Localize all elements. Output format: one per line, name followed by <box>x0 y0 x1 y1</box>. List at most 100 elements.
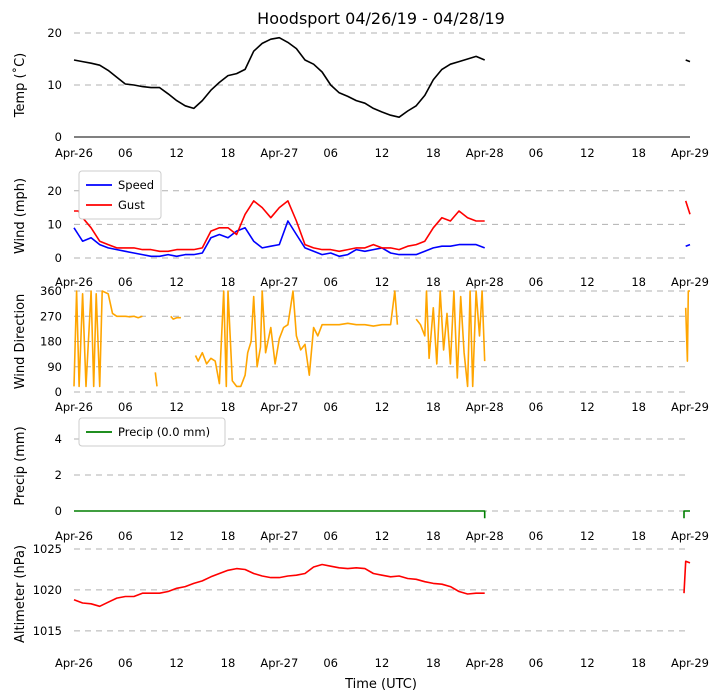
precip-panel: 0 2 4 Precip (mm) Apr-26 06 12 18 Apr-27 06 12 18 Ap… <box>13 417 709 543</box>
wind-panel: 0 10 20 Wind (mph) Apr-26 06 12 18 Apr-27 06 12 18 A… <box>13 170 709 289</box>
temp-xtick-label: 12 <box>169 146 184 160</box>
precip-xtick-label: 06 <box>118 529 133 543</box>
direction-series-line <box>684 290 690 362</box>
temp-y-axis-label: Temp (˚C) <box>12 53 28 119</box>
precip-xtick-label: Apr-27 <box>260 529 298 543</box>
altimeter-xtick-label: 12 <box>169 656 184 670</box>
altimeter-ytick-label: 1025 <box>33 542 62 556</box>
direction-xtick-label: 18 <box>426 400 441 414</box>
precip-ytick-label: 2 <box>55 468 62 482</box>
altimeter-xtick-label: Apr-28 <box>466 656 504 670</box>
temp-xtick-label: 06 <box>323 146 338 160</box>
altimeter-xtick-label: 18 <box>221 656 236 670</box>
temp-xtick-label: Apr-29 <box>671 146 709 160</box>
x-axis-label: Time (UTC) <box>344 677 417 692</box>
direction-series-line <box>170 315 181 320</box>
altimeter-xtick-label: 12 <box>580 656 595 670</box>
wind-xtick-label: 18 <box>631 275 646 289</box>
temp-xtick-label: 12 <box>580 146 595 160</box>
wind-xtick-label: Apr-26 <box>55 275 93 289</box>
direction-xtick-label: Apr-29 <box>671 400 709 414</box>
direction-y-axis-label: Wind Direction <box>13 294 28 390</box>
temp-xtick-label: Apr-26 <box>55 146 93 160</box>
precip-xtick-label: 06 <box>529 529 544 543</box>
wind-xtick-label: 06 <box>529 275 544 289</box>
wind-xtick-label: 12 <box>580 275 595 289</box>
direction-ytick-label: 360 <box>40 284 62 298</box>
temp-xtick-label: 18 <box>426 146 441 160</box>
precip-series-precip-0-0-mm- <box>74 510 486 519</box>
precip-xtick-label: 06 <box>323 529 338 543</box>
wind-series-speed <box>73 220 485 258</box>
altimeter-xtick-label: 06 <box>118 656 133 670</box>
precip-xtick-label: 18 <box>221 529 236 543</box>
altimeter-ytick-label: 1015 <box>33 624 62 638</box>
altimeter-series-line <box>73 563 485 608</box>
figure-title: Hoodsport 04/26/19 - 04/28/19 <box>257 9 505 28</box>
direction-series-line <box>415 290 486 388</box>
precip-xtick-label: Apr-29 <box>671 529 709 543</box>
temp-xtick-label: 06 <box>118 146 133 160</box>
wind-xtick-label: Apr-29 <box>671 275 709 289</box>
wind-xtick-label: 12 <box>169 275 184 289</box>
direction-xtick-label: 06 <box>118 400 133 414</box>
wind-legend-label: Gust <box>118 198 145 212</box>
altimeter-ytick-label: 1020 <box>33 583 62 597</box>
temp-series-line <box>73 36 486 118</box>
direction-series-line <box>154 372 158 387</box>
wind-y-axis-label: Wind (mph) <box>13 178 28 254</box>
temp-ytick-label: 20 <box>47 26 62 40</box>
temp-panel: 0 10 20 Temp (˚C) Apr-26 06 12 18 Apr-27 06 12 18 Ap… <box>12 26 709 160</box>
precip-xtick-label: 12 <box>375 529 390 543</box>
altimeter-xtick-label: 18 <box>426 656 441 670</box>
direction-series-line <box>194 290 399 388</box>
wind-series-gust <box>684 200 691 215</box>
direction-ytick-label: 90 <box>47 360 62 374</box>
wind-series-speed <box>685 243 691 247</box>
precip-legend <box>78 417 226 447</box>
direction-xtick-label: Apr-27 <box>260 400 298 414</box>
precip-xtick-label: Apr-28 <box>466 529 504 543</box>
altimeter-xtick-label: 18 <box>631 656 646 670</box>
altimeter-xtick-label: 12 <box>375 656 390 670</box>
wind-xtick-label: Apr-27 <box>260 275 298 289</box>
temp-xtick-label: Apr-27 <box>260 146 298 160</box>
direction-xtick-label: Apr-28 <box>466 400 504 414</box>
direction-xtick-label: 18 <box>631 400 646 414</box>
wind-xtick-label: 12 <box>375 275 390 289</box>
altimeter-xtick-label: 06 <box>323 656 338 670</box>
precip-xtick-label: 18 <box>631 529 646 543</box>
precip-xtick-label: 12 <box>169 529 184 543</box>
wind-ytick-label: 10 <box>47 217 62 231</box>
direction-series-line <box>73 290 143 388</box>
direction-xtick-label: 12 <box>169 400 184 414</box>
wind-xtick-label: Apr-28 <box>466 275 504 289</box>
precip-xtick-label: 12 <box>580 529 595 543</box>
precip-series-precip-0-0-mm- <box>683 510 690 519</box>
direction-xtick-label: 12 <box>580 400 595 414</box>
altimeter-xtick-label: Apr-27 <box>260 656 298 670</box>
precip-ytick-label: 0 <box>55 504 62 518</box>
altimeter-series-line <box>683 560 691 594</box>
temp-xtick-label: 18 <box>221 146 236 160</box>
wind-xtick-label: 18 <box>426 275 441 289</box>
direction-panel: 0 90 180 270 360 Wind Direction Apr-26 06 12 18 Ap… <box>13 284 709 414</box>
altimeter-xtick-label: Apr-26 <box>55 656 93 670</box>
wind-series-gust <box>74 200 485 253</box>
wind-ytick-label: 20 <box>47 184 62 198</box>
temp-xtick-label: Apr-28 <box>466 146 504 160</box>
precip-xtick-label: 18 <box>426 529 441 543</box>
precip-ytick-label: 4 <box>55 432 62 446</box>
wind-xtick-label: 06 <box>323 275 338 289</box>
precip-y-axis-label: Precip (mm) <box>13 426 28 505</box>
wind-xtick-label: 06 <box>118 275 133 289</box>
temp-xtick-label: 18 <box>631 146 646 160</box>
precip-legend-label: Precip (0.0 mm) <box>118 425 210 439</box>
precip-xtick-label: Apr-26 <box>55 529 93 543</box>
temp-xtick-label: 12 <box>375 146 390 160</box>
direction-ytick-label: 180 <box>40 335 62 349</box>
altimeter-xtick-label: Apr-29 <box>671 656 709 670</box>
direction-xtick-label: Apr-26 <box>55 400 93 414</box>
direction-xtick-label: 06 <box>323 400 338 414</box>
